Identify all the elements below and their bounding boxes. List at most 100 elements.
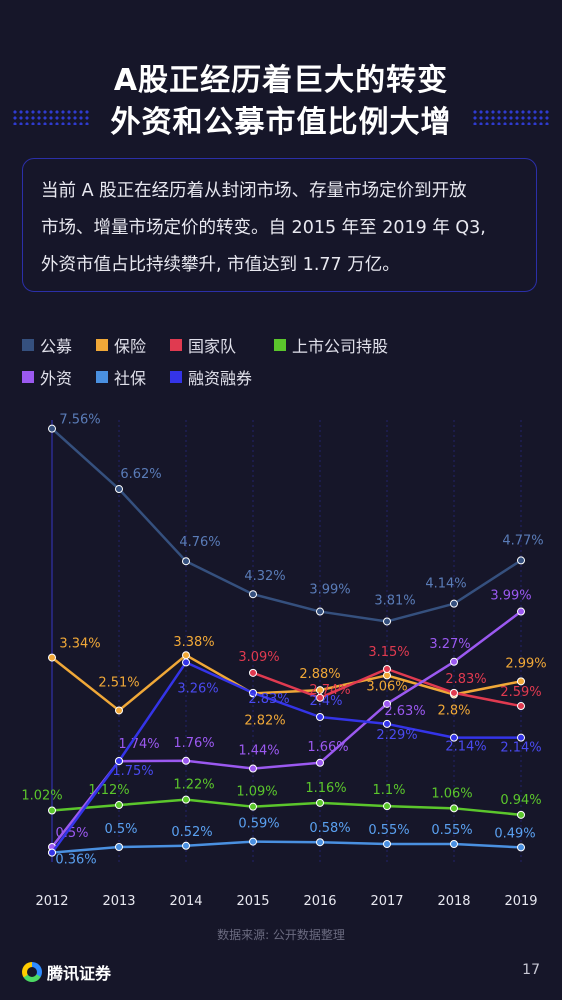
intro-line-3: 外资市值占比持续攀升, 市值达到 1.77 万亿。: [41, 255, 400, 275]
data-label-社保: 0.49%: [494, 826, 535, 841]
data-label-融资融券: 2.29%: [376, 728, 417, 743]
data-label-保险: 3.38%: [173, 635, 214, 650]
data-label-外资: 3.99%: [490, 589, 531, 604]
data-point-保险: [48, 653, 56, 662]
data-point-融资融券: [115, 757, 123, 765]
x-tick-label: 2012: [35, 894, 68, 909]
data-label-公募: 3.99%: [309, 583, 350, 598]
data-point-外资: [182, 756, 190, 765]
data-label-国家队: 3.15%: [368, 645, 409, 660]
data-point-融资融券: [450, 733, 458, 742]
brand-logo-icon: [22, 962, 42, 982]
data-point-融资融券: [249, 688, 257, 697]
data-label-国家队: 2.74%: [309, 683, 350, 698]
intro-line-1: 当前 A 股正在经历着从封闭市场、存量市场定价到开放: [41, 181, 467, 201]
page-number: 17: [522, 962, 540, 978]
data-label-上市公司持股: 1.06%: [431, 786, 472, 801]
x-tick-label: 2019: [504, 894, 537, 909]
series-line-外资: [51, 610, 522, 848]
data-label-社保: 0.55%: [368, 823, 409, 838]
data-point-国家队: [450, 688, 458, 697]
data-label-外资: 0.5%: [55, 826, 88, 841]
legend-item-foreign: 外资: [22, 365, 96, 389]
data-label-外资: 1.66%: [307, 740, 348, 755]
data-point-国家队: [316, 693, 324, 702]
data-label-公募: 4.76%: [179, 535, 220, 550]
data-point-外资: [517, 607, 525, 616]
legend-label: 社保: [114, 369, 147, 388]
data-point-融资融券: [517, 733, 525, 742]
data-point-保险: [115, 706, 123, 715]
data-label-社保: 0.58%: [309, 821, 350, 836]
legend-item-national-team: 国家队: [170, 333, 274, 357]
data-point-社保: [115, 843, 123, 851]
data-point-保险: [517, 677, 525, 686]
legend-swatch: [170, 371, 182, 383]
data-point-上市公司持股: [115, 801, 123, 810]
x-tick-label: 2015: [236, 894, 269, 909]
data-label-社保: 0.36%: [55, 853, 96, 868]
data-point-社保: [182, 841, 190, 850]
legend-swatch: [170, 339, 182, 351]
data-point-融资融券: [316, 713, 324, 721]
data-label-保险: 2.88%: [299, 667, 340, 682]
data-label-社保: 0.55%: [431, 823, 472, 838]
data-point-外资: [383, 699, 391, 708]
data-point-上市公司持股: [383, 802, 391, 811]
data-label-上市公司持股: 1.1%: [372, 783, 405, 798]
data-point-公募: [450, 599, 458, 608]
data-point-保险: [316, 686, 324, 695]
page-subtitle: 外资和公募市值比例大增: [110, 105, 452, 140]
legend-label: 上市公司持股: [292, 337, 389, 356]
title-block: A股正经历着巨大的转变 外资和公募市值比例大增: [0, 60, 562, 144]
data-label-融资融券: 2.14%: [445, 740, 486, 755]
data-label-融资融券: 1.75%: [112, 764, 153, 779]
decorative-dots-right: [472, 109, 550, 125]
data-point-国家队: [249, 668, 257, 677]
brand: 腾讯证券: [22, 960, 111, 984]
intro-box: 当前 A 股正在经历着从封闭市场、存量市场定价到开放 市场、增量市场定价的转变。…: [22, 158, 537, 292]
data-label-国家队: 2.59%: [500, 685, 541, 700]
data-label-公募: 3.81%: [374, 593, 415, 608]
page-title: A股正经历着巨大的转变: [113, 63, 449, 98]
data-label-上市公司持股: 1.09%: [236, 785, 277, 800]
series-line-公募: [51, 427, 522, 623]
brand-name: 腾讯证券: [47, 964, 112, 983]
data-point-上市公司持股: [517, 810, 525, 819]
series-line-上市公司持股: [51, 798, 522, 817]
data-label-外资: 1.76%: [173, 736, 214, 751]
data-point-社保: [450, 840, 458, 848]
data-point-融资融券: [48, 848, 56, 857]
data-label-融资融券: 2.83%: [248, 692, 289, 707]
legend-label: 保险: [114, 337, 147, 356]
legend-item-insurance: 保险: [96, 333, 170, 357]
legend-row-2: 外资 社保 融资融券: [22, 364, 542, 390]
data-label-国家队: 2.83%: [445, 672, 486, 687]
data-label-外资: 2.63%: [384, 704, 425, 719]
legend-swatch: [22, 371, 34, 383]
data-label-保险: 2.51%: [98, 675, 139, 690]
data-point-社保: [517, 843, 525, 852]
data-point-外资: [450, 657, 458, 666]
data-point-公募: [383, 617, 391, 626]
intro-line-2: 市场、增量市场定价的转变。自 2015 年至 2019 年 Q3,: [41, 218, 486, 238]
data-label-社保: 0.59%: [238, 817, 279, 832]
data-label-保险: 2.99%: [505, 656, 546, 671]
data-point-外资: [316, 758, 324, 767]
data-source: 数据来源: 公开数据整理: [217, 928, 345, 942]
line-chart: 2012 2013 2014 2015 2016 2017 2018 2019 7.56% 6.6…: [21, 413, 546, 909]
data-label-上市公司持股: 1.16%: [305, 781, 346, 796]
legend-item-margin-trading: 融资融券: [170, 365, 252, 389]
data-label-国家队: 3.09%: [238, 650, 279, 665]
chart-legend: 公募 保险 国家队 上市公司持股 外资 社保 融资融券: [22, 332, 542, 396]
legend-swatch: [96, 371, 108, 383]
data-point-公募: [48, 424, 56, 433]
data-label-公募: 4.77%: [502, 533, 543, 548]
data-point-公募: [249, 590, 257, 599]
data-point-上市公司持股: [182, 795, 190, 804]
legend-label: 公募: [40, 337, 73, 356]
data-label-上市公司持股: 1.02%: [21, 788, 62, 803]
data-label-保险: 2.8%: [437, 704, 470, 719]
data-label-外资: 3.27%: [429, 637, 470, 652]
data-label-融资融券: 2.14%: [500, 741, 541, 756]
